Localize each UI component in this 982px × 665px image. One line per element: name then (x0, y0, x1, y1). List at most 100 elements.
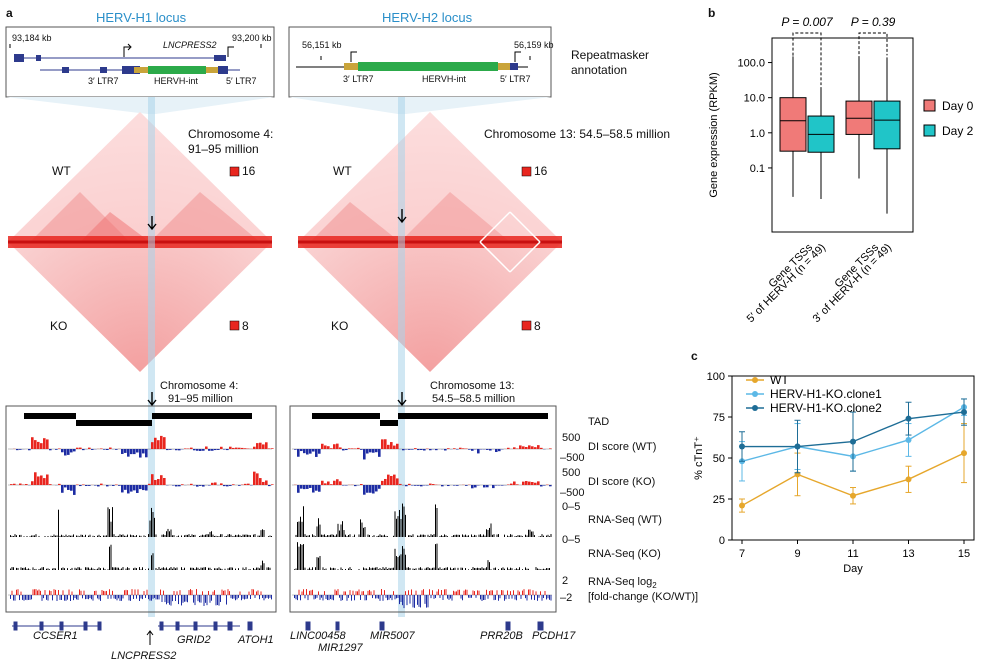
di-bar (154, 479, 157, 485)
rna-bar (354, 534, 355, 537)
fc-bar (541, 595, 543, 601)
di-bar (220, 483, 223, 485)
fc-bar (184, 595, 185, 602)
p-bracket (858, 32, 888, 100)
di-bar (417, 485, 420, 486)
rna-bar (457, 567, 459, 570)
fc-bar (43, 595, 44, 599)
boxplot-chart: 0.1 1.0 10.0 100.0 Gene expression (RPKM) P =… (708, 15, 974, 325)
rna-bar (483, 568, 484, 570)
rna-bar (173, 567, 175, 570)
fc-bar (390, 595, 391, 599)
di-bar (324, 445, 327, 449)
rna-bar (487, 560, 489, 570)
rna-fc-label-text: RNA-Seq log (588, 576, 653, 588)
rna-bar (241, 536, 242, 537)
fc-bar (469, 595, 471, 598)
rna-bar (10, 535, 11, 537)
fc-bar (547, 595, 549, 599)
rna-bar (411, 535, 412, 537)
fc-bar (343, 591, 345, 595)
di-bar (259, 442, 262, 449)
rna-bar (426, 567, 427, 570)
di-bar (297, 485, 300, 493)
di-bar (28, 449, 31, 451)
rna-bar (462, 534, 463, 537)
fc-bar (316, 595, 318, 598)
di-bar (381, 439, 384, 449)
di-bar (357, 447, 360, 449)
rna-bar (373, 535, 375, 537)
fc-bar (149, 595, 151, 601)
rna-bar (164, 535, 166, 537)
rna-bar (47, 536, 49, 537)
rna-bar (64, 568, 65, 570)
di-bar (312, 485, 315, 493)
fc-bar (106, 590, 107, 595)
gene-atoh1: ATOH1 (238, 634, 274, 646)
rna-bar (343, 530, 345, 537)
fc-bar (35, 589, 37, 595)
di-bar (429, 449, 432, 451)
di-bar (525, 447, 528, 449)
rna-bar (474, 568, 475, 570)
rna-bar (405, 554, 406, 570)
di-bar (372, 449, 375, 453)
rna-bar (136, 535, 137, 537)
fc-bar (435, 595, 436, 599)
rna-bar (316, 557, 318, 570)
di-bar (172, 485, 175, 486)
rna-bar (294, 569, 295, 570)
di-bar (124, 485, 127, 490)
di-bar (330, 484, 333, 485)
fc-bar (236, 595, 238, 600)
rna-bar (166, 531, 167, 537)
rna-bar (199, 536, 200, 537)
di-bar (540, 485, 543, 487)
rna-bar (185, 534, 187, 537)
fc-bar (221, 589, 223, 595)
rna-bar (432, 567, 433, 570)
x-tick-label: 15 (958, 548, 970, 560)
rna-bar (152, 553, 154, 570)
fc-bar (17, 589, 19, 595)
tracks-box-left (5, 405, 277, 613)
fc-bar (351, 595, 352, 601)
fc-bar (175, 595, 176, 601)
rna-bar (250, 569, 251, 570)
rna-bar (130, 534, 131, 537)
rna-bar (501, 568, 502, 570)
di-bar (531, 446, 534, 449)
di-bar (315, 485, 318, 491)
fc-bar (444, 589, 445, 595)
di-bar (91, 449, 94, 450)
fc-bar (379, 595, 381, 601)
rna-bar (433, 567, 435, 570)
rna-bar (200, 567, 202, 570)
fc-bar (523, 589, 525, 595)
rna-bar (402, 503, 403, 537)
di-bar (522, 481, 525, 485)
fc-bar (20, 591, 22, 595)
rna-bar (435, 504, 436, 537)
rna-bar (206, 534, 208, 537)
di-bar (486, 449, 489, 450)
rna-bar (486, 567, 487, 570)
fc-bar (532, 590, 534, 595)
fc-bar (337, 589, 339, 595)
fc-bar (211, 595, 212, 601)
rna-bar (303, 506, 304, 537)
rna-bar (257, 567, 259, 570)
rna-bar (211, 569, 212, 570)
tracks-box-right (289, 405, 557, 613)
herv-h2-repeat-model (296, 51, 531, 71)
di-bar (483, 485, 486, 488)
rna-bar (83, 536, 85, 537)
rna-bar (191, 534, 193, 537)
fc-bar (230, 595, 232, 599)
rna-bar (55, 535, 56, 537)
rna-bar (549, 568, 550, 570)
rna-bar (316, 526, 318, 537)
fc-bar (300, 595, 301, 601)
rna-bar (402, 546, 403, 570)
